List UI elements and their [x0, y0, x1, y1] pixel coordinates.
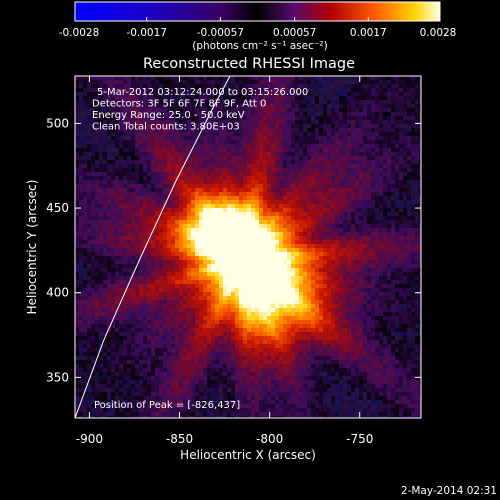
colorbar-ticks: -0.0028 -0.0017 -0.00057 0.00057 0.0017 0.002…: [59, 17, 457, 39]
x-axis-label: Heliocentric X (arcsec): [180, 448, 316, 462]
chart-title: Reconstructed RHESSI Image: [143, 56, 355, 72]
annotation-line: Energy Range: 25.0 - 50.0 keV: [92, 110, 245, 121]
heatmap-image: [75, 76, 421, 418]
x-tick-label: -800: [256, 432, 283, 446]
y-tick-label: 500: [46, 116, 69, 130]
x-tick-label: -850: [166, 432, 193, 446]
y-tick-label: 350: [46, 370, 69, 384]
colorbar-tick-label: 0.00057: [273, 27, 316, 39]
annotation-line: Detectors: 3F 5F 6F 7F 8F 9F, Att 0: [92, 99, 266, 110]
colorbar-tick-label: 0.0017: [350, 27, 387, 39]
colorbar-tick-label: 0.0028: [420, 27, 457, 39]
y-axis-ticks: 350 400 450 500: [46, 116, 421, 384]
x-tick-label: -750: [346, 432, 373, 446]
solar-limb-curve: [75, 76, 231, 418]
plot-frame: [74, 75, 422, 419]
plot-area: -900 -850 -800 -750 350 400 450 500 5-Mar-2012…: [46, 75, 422, 446]
annotation-line: 5-Mar-2012 03:12:24.000 to 03:15:26.000: [97, 87, 308, 98]
colorbar-unit-label: (photons cm⁻² s⁻¹ asec⁻²): [192, 40, 327, 52]
x-axis-ticks: -900 -850 -800 -750: [76, 76, 373, 446]
footer-timestamp: 2-May-2014 02:31: [401, 485, 497, 497]
x-tick-label: -900: [76, 432, 103, 446]
annotation-line: Clean Total counts: 3.80E+03: [92, 122, 240, 133]
annotations: 5-Mar-2012 03:12:24.000 to 03:15:26.000D…: [92, 87, 308, 133]
y-tick-label: 400: [46, 286, 69, 300]
colorbar-tick-label: -0.0028: [59, 27, 100, 39]
colorbar: -0.0028 -0.0017 -0.00057 0.00057 0.0017 0.002…: [59, 1, 457, 52]
colorbar-tick-label: -0.00057: [197, 27, 244, 39]
colorbar-tick-label: -0.0017: [126, 27, 167, 39]
colorbar-gradient: [74, 1, 441, 22]
y-axis-label: Heliocentric Y (arcsec): [25, 180, 39, 315]
peak-position-label: Position of Peak = [-826,437]: [94, 400, 240, 411]
y-tick-label: 450: [46, 201, 69, 215]
